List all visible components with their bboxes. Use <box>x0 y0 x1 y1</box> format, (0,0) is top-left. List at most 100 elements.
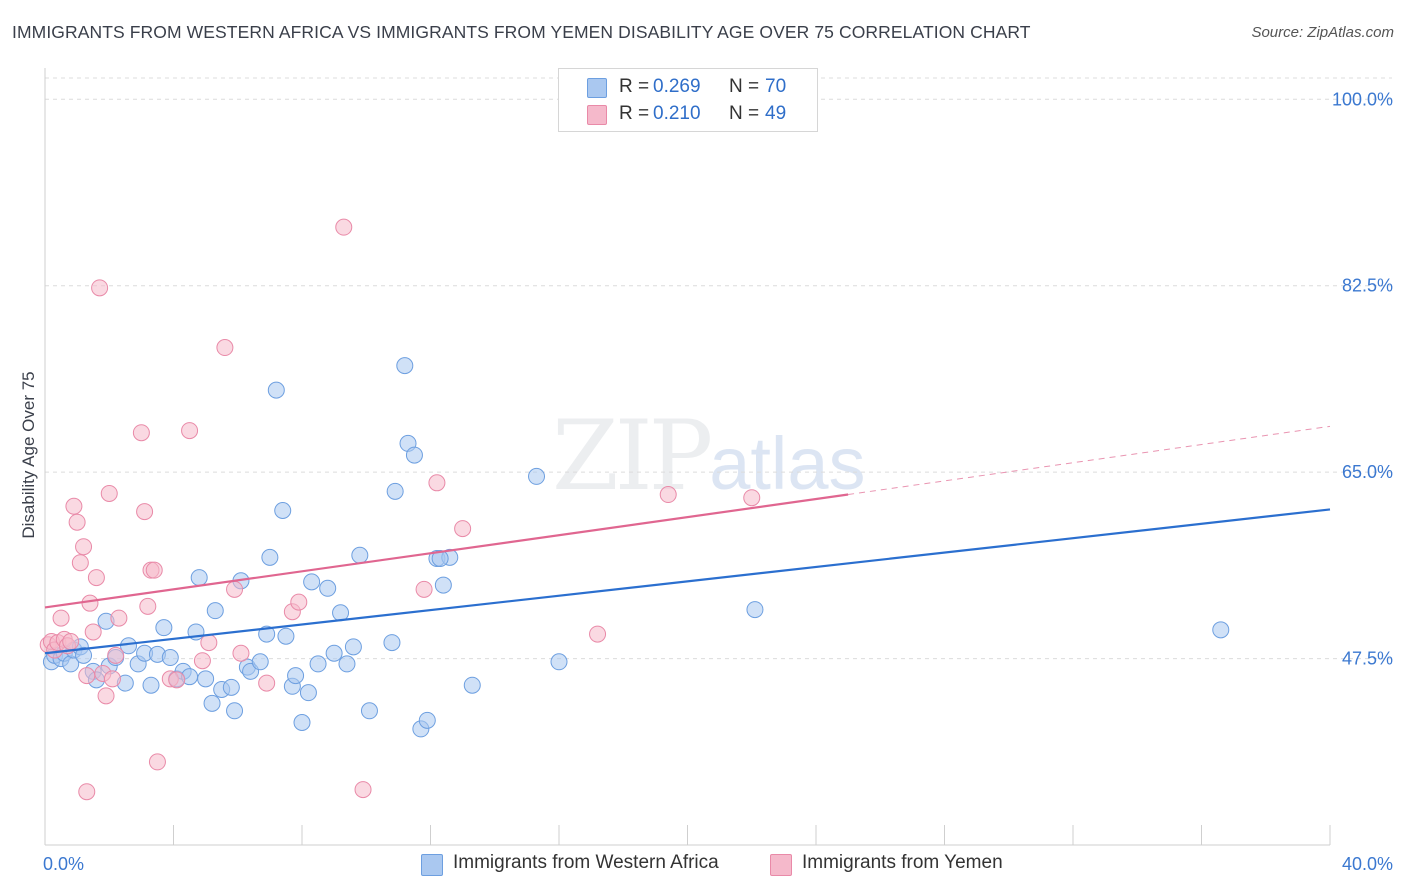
point-yemen <box>107 646 125 664</box>
point-western-africa <box>161 649 179 667</box>
legend-n-label: N = <box>729 103 760 124</box>
point-western-africa <box>418 711 436 729</box>
point-yemen <box>290 593 308 611</box>
point-western-africa <box>319 579 337 597</box>
point-yemen <box>87 569 105 587</box>
point-western-africa <box>1212 621 1230 639</box>
legend-n-value: 49 <box>765 103 787 124</box>
trendline-yemen <box>44 493 849 609</box>
point-western-africa <box>142 676 160 694</box>
legend-swatch-blue <box>587 78 607 98</box>
point-yemen <box>62 633 80 651</box>
point-western-africa <box>405 446 423 464</box>
point-western-africa <box>528 467 546 485</box>
source-credit: Source: ZipAtlas.com <box>1251 24 1394 41</box>
point-yemen <box>181 422 199 440</box>
point-western-africa <box>287 667 305 685</box>
point-yemen <box>100 484 118 502</box>
point-yemen <box>589 625 607 643</box>
point-yemen <box>232 644 250 662</box>
point-western-africa <box>396 357 414 375</box>
x-tick-label: 0.0% <box>43 854 84 874</box>
watermark-zip: ZIP <box>552 400 713 512</box>
point-western-africa <box>309 655 327 673</box>
point-western-africa <box>463 676 481 694</box>
point-yemen <box>75 538 93 556</box>
point-yemen <box>78 667 96 685</box>
point-yemen <box>110 609 128 627</box>
point-yemen <box>193 652 211 670</box>
point-western-africa <box>261 548 279 566</box>
bottom-legend-label: Immigrants from Yemen <box>802 852 1003 873</box>
point-western-africa <box>251 653 269 671</box>
point-yemen <box>52 609 70 627</box>
point-yemen <box>91 279 109 297</box>
point-yemen <box>145 561 163 579</box>
point-western-africa <box>434 576 452 594</box>
point-western-africa <box>222 678 240 696</box>
point-western-africa <box>203 694 221 712</box>
point-yemen <box>65 497 83 515</box>
legend-r-label: R = <box>619 103 650 124</box>
legend-r-value: 0.210 <box>653 103 701 124</box>
point-western-africa <box>267 381 285 399</box>
trendline-western-africa <box>44 508 1331 655</box>
legend-swatch-pink <box>587 105 607 125</box>
point-yemen <box>454 520 472 538</box>
point-yemen <box>743 489 761 507</box>
point-yemen <box>148 753 166 771</box>
point-yemen <box>71 554 89 572</box>
bottom-legend-label: Immigrants from Western Africa <box>453 852 719 873</box>
point-western-africa <box>386 482 404 500</box>
point-yemen <box>103 670 121 688</box>
correlation-legend: R = 0.269 N = 70 R = 0.210 N = 49 <box>558 68 818 132</box>
legend-n-label: N = <box>729 76 760 97</box>
point-western-africa <box>197 670 215 688</box>
legend-r-value: 0.269 <box>653 76 701 97</box>
point-yemen <box>68 513 86 531</box>
point-western-africa <box>75 646 93 664</box>
point-yemen <box>81 594 99 612</box>
bottom-legend-swatch-blue <box>421 854 443 876</box>
point-western-africa <box>277 627 295 645</box>
point-western-africa <box>258 625 276 643</box>
point-western-africa <box>274 502 292 520</box>
point-western-africa <box>226 702 244 720</box>
x-tick-label: 40.0% <box>1342 854 1393 874</box>
point-yemen <box>216 339 234 357</box>
point-yemen <box>132 424 150 442</box>
point-yemen <box>226 580 244 598</box>
legend-n-value: 70 <box>765 76 787 97</box>
point-yemen <box>97 687 115 705</box>
point-western-africa <box>550 653 568 671</box>
point-western-africa <box>299 684 317 702</box>
watermark: ZIPatlas <box>552 400 866 512</box>
y-tick-label: 100.0% <box>1332 89 1393 109</box>
chart-title: IMMIGRANTS FROM WESTERN AFRICA VS IMMIGR… <box>12 22 1031 42</box>
point-western-africa <box>360 702 378 720</box>
point-yemen <box>354 781 372 799</box>
point-yemen <box>168 671 186 689</box>
point-yemen <box>659 486 677 504</box>
point-western-africa <box>293 713 311 731</box>
bottom-legend-swatch-pink <box>770 854 792 876</box>
point-western-africa <box>351 546 369 564</box>
point-yemen <box>258 674 276 692</box>
point-yemen <box>200 634 218 652</box>
point-yemen <box>136 503 154 521</box>
y-tick-label: 47.5% <box>1342 649 1393 669</box>
point-yemen <box>139 597 157 615</box>
y-axis-label: Disability Age Over 75 <box>19 371 38 538</box>
point-western-africa <box>383 634 401 652</box>
point-western-africa <box>332 604 350 622</box>
y-tick-label: 65.0% <box>1342 462 1393 482</box>
point-western-africa <box>303 573 321 591</box>
legend-r-label: R = <box>619 76 650 97</box>
point-yemen <box>84 623 102 641</box>
point-western-africa <box>190 569 208 587</box>
point-yemen <box>415 580 433 598</box>
watermark-atlas: atlas <box>709 422 866 505</box>
point-yemen <box>335 218 353 236</box>
point-western-africa <box>344 638 362 656</box>
